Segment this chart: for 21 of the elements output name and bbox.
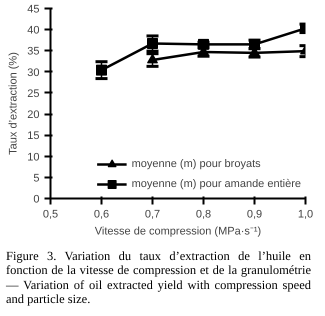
x-tick-label: 1,0 bbox=[298, 208, 314, 220]
x-tick-label: 0,8 bbox=[196, 208, 212, 220]
x-axis-title: Vitesse de compression (MPa·s⁻¹) bbox=[94, 226, 262, 238]
y-tick-label: 10 bbox=[27, 151, 40, 164]
y-tick-label: 5 bbox=[33, 172, 40, 184]
y-tick-label: 30 bbox=[27, 66, 40, 79]
y-tick-label: 35 bbox=[27, 46, 40, 58]
y-tick-label: 20 bbox=[27, 109, 40, 122]
x-tick-label: 0,9 bbox=[246, 208, 262, 220]
y-tick-label: 25 bbox=[27, 88, 40, 100]
y-tick-label: 15 bbox=[27, 130, 40, 142]
y-axis-title: Taux d’extraction (%) bbox=[7, 52, 20, 155]
x-tick-label: 0,6 bbox=[94, 208, 110, 220]
caption: Figure 3. Variation du taux d’extraction de l’huile en fonction de la vitesse de compression et de la granulométrie — Variation of oil extracted yield with compression speed and particle size. bbox=[6, 249, 311, 306]
y-tick-label: 45 bbox=[27, 4, 40, 16]
x-tick-label: 0,7 bbox=[144, 208, 160, 220]
y-tick-label: 0 bbox=[33, 194, 40, 206]
legend-label: moyenne (m) pour amande entière bbox=[132, 178, 301, 190]
x-tick-label: 0,5 bbox=[42, 208, 58, 220]
legend-label: moyenne (m) pour broyats bbox=[132, 158, 261, 170]
y-tick-label: 40 bbox=[27, 24, 40, 37]
